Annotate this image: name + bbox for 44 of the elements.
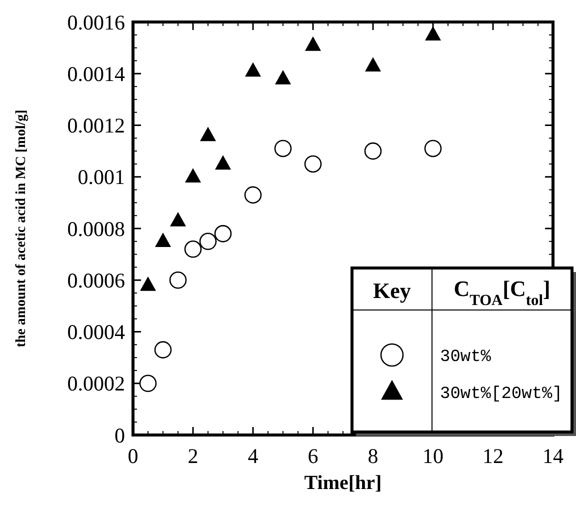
annotation: C$_{TOA}$[C$_{tol}$]: [454, 276, 550, 308]
legend-label: 30wt%: [440, 348, 492, 367]
point: [214, 225, 232, 242]
point: [215, 155, 231, 170]
y-tick-label: 0.001: [78, 165, 125, 190]
y-tick-label: 0: [114, 423, 125, 448]
point: [200, 126, 216, 142]
legend-title: Key: [373, 278, 411, 303]
y-axis-title: the amount of acetic acid in MC [mol/g]: [14, 110, 29, 348]
y-tick-label: 0.0014: [67, 62, 126, 86]
x-axis-title: Time[hr]: [304, 472, 382, 494]
point: [244, 186, 262, 204]
point: [275, 70, 291, 84]
point: [170, 212, 186, 226]
y-tick-label: 0.0004: [67, 320, 126, 344]
point: [154, 341, 172, 358]
y-tick-label: 0.0012: [67, 114, 125, 138]
point: [155, 232, 171, 248]
point: [245, 62, 261, 77]
y-tick-label: 0.0008: [67, 216, 125, 241]
point: [364, 142, 382, 160]
x-tick-label: 12: [482, 444, 504, 468]
point: [139, 374, 157, 392]
point: [169, 271, 187, 289]
point: [425, 26, 441, 41]
point: [304, 155, 322, 173]
x-tick-label: 14: [542, 444, 564, 468]
y-tick-label: 0.0002: [67, 372, 125, 396]
point: [185, 168, 201, 182]
legend-label: 30wt%[20wt%]: [440, 384, 562, 404]
point: [274, 140, 292, 158]
x-tick-label: 6: [308, 444, 318, 468]
point: [305, 36, 321, 51]
x-tick-label: 8: [368, 444, 378, 468]
point: [199, 232, 217, 250]
x-tick-label: 10: [422, 444, 444, 468]
x-tick-label: 4: [248, 444, 259, 468]
point: [140, 276, 156, 291]
point: [184, 240, 202, 258]
point: [365, 57, 381, 72]
y-tick-label: 0.0006: [67, 268, 125, 292]
y-tick-label: 0.0016: [67, 10, 125, 34]
point: [424, 140, 442, 158]
x-tick-label: 2: [188, 444, 198, 468]
